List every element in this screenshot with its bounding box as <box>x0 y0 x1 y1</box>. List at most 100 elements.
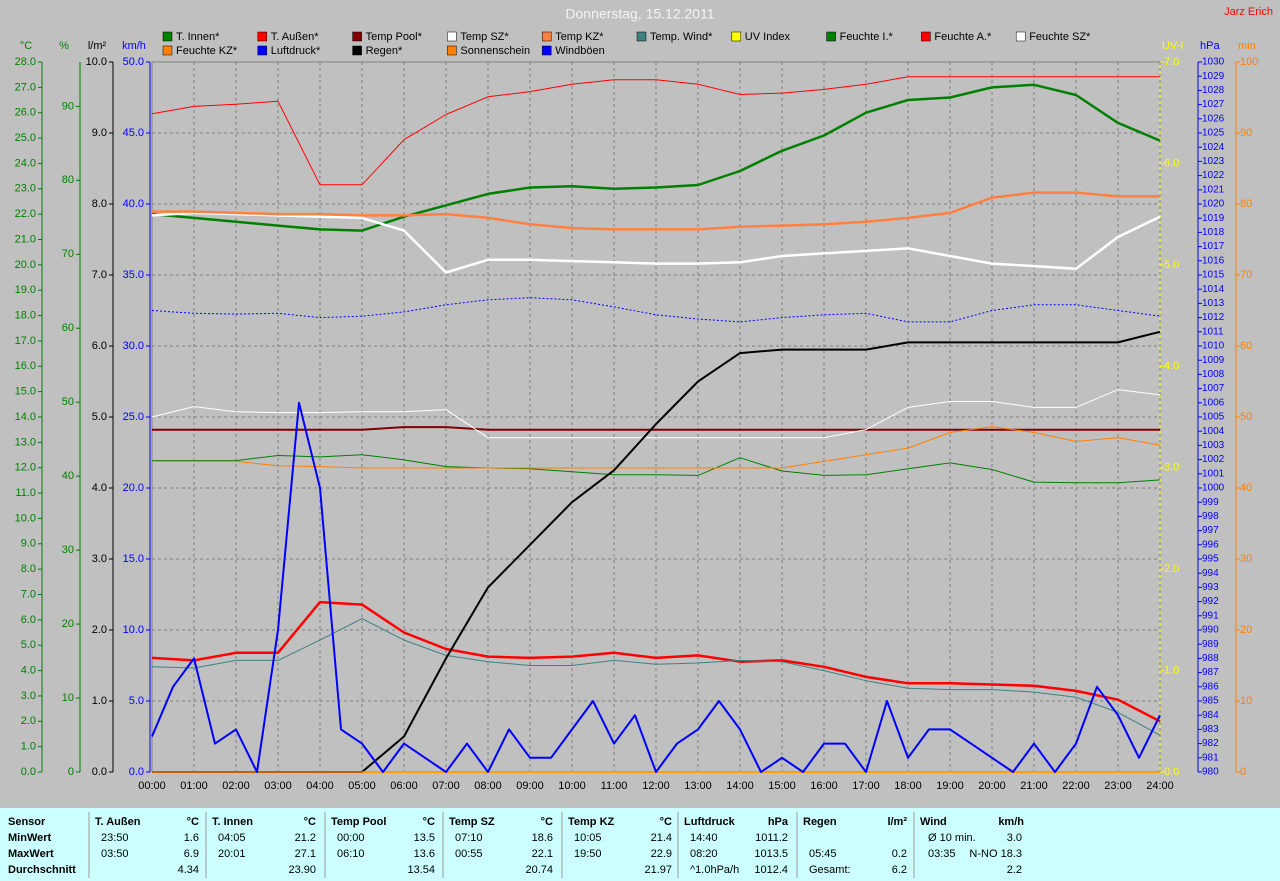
y-tick-label: 1.0 <box>1164 664 1179 676</box>
y-tick-label: 983 <box>1202 724 1219 735</box>
y-tick-label: 1028 <box>1202 85 1225 96</box>
cell-value: 23.90 <box>288 864 316 876</box>
y-tick-label: 100 <box>1240 56 1258 68</box>
legend-label: Feuchte I.* <box>840 31 894 43</box>
y-tick-label: 50 <box>1240 411 1252 423</box>
x-tick-label: 03:00 <box>264 780 292 792</box>
y-tick-label: 1020 <box>1202 199 1225 210</box>
cell-value: 1.6 <box>184 832 199 844</box>
y-tick-label: 3.0 <box>92 553 107 565</box>
y-tick-label: 10.0 <box>86 56 107 68</box>
y-tick-label: 2.0 <box>21 715 36 727</box>
y-tick-label: 90 <box>62 100 74 112</box>
y-tick-label: 60 <box>1240 340 1252 352</box>
column-unit: °C <box>541 816 553 828</box>
column-name: Luftdruck <box>684 816 736 828</box>
cell-label: 19:50 <box>574 848 602 860</box>
axis-unit: km/h <box>122 40 146 52</box>
x-tick-label: 06:00 <box>390 780 418 792</box>
y-tick-label: 0.0 <box>92 766 107 778</box>
cell-value: 4.34 <box>178 864 199 876</box>
y-tick-label: 4.0 <box>1164 360 1179 372</box>
column-name: Temp KZ <box>568 816 615 828</box>
cell-label: 04:05 <box>218 832 246 844</box>
y-tick-label: 20 <box>62 618 74 630</box>
y-tick-label: 22.0 <box>15 208 36 220</box>
y-tick-label: 0.0 <box>129 766 144 778</box>
y-tick-label: 994 <box>1202 568 1219 579</box>
column-unit: °C <box>423 816 435 828</box>
cell-value: 1011.2 <box>755 832 788 844</box>
legend-swatch <box>352 45 362 56</box>
legend-swatch <box>636 31 647 42</box>
y-tick-label: 5.0 <box>1164 259 1179 271</box>
y-tick-label: 980 <box>1202 767 1219 778</box>
cell-value: 6.9 <box>184 848 199 860</box>
x-tick-label: 16:00 <box>810 780 838 792</box>
column-name: Temp SZ <box>449 816 495 828</box>
x-tick-label: 00:00 <box>138 780 166 792</box>
y-tick-label: 50 <box>62 396 74 408</box>
cell-label: 10:05 <box>574 832 602 844</box>
cell-label: Gesamt: <box>809 864 851 876</box>
y-tick-label: 10 <box>62 692 74 704</box>
x-tick-label: 21:00 <box>1020 780 1048 792</box>
y-tick-label: 1.0 <box>21 741 36 753</box>
cell-value: 13.6 <box>414 848 435 860</box>
stats-table: Sensor MinWert MaxWert Durchschnitt T. Außen… <box>8 812 1024 878</box>
y-tick-label: 1013 <box>1202 298 1225 309</box>
y-tick-label: 984 <box>1202 710 1219 721</box>
x-tick-label: 10:00 <box>558 780 586 792</box>
y-tick-label: 5.0 <box>21 639 36 651</box>
y-tick-label: 19.0 <box>15 284 36 296</box>
cell-value: 21.97 <box>644 864 672 876</box>
column-name: Temp Pool <box>331 816 386 828</box>
x-tick-label: 11:00 <box>601 780 628 792</box>
y-tick-label: 45.0 <box>123 127 144 139</box>
series-line <box>151 76 1160 186</box>
series-line <box>151 389 1161 439</box>
legend-swatch <box>257 45 268 56</box>
cell-label: Ø 10 min. <box>928 832 976 844</box>
y-tick-label: 1005 <box>1202 412 1225 423</box>
y-tick-label: 10 <box>1240 695 1252 707</box>
y-tick-label: 18.0 <box>15 309 36 321</box>
cell-value: 0.2 <box>892 848 907 860</box>
y-tick-label: 40 <box>62 470 74 482</box>
y-tick-label: 50.0 <box>123 56 144 68</box>
y-tick-label: 6.0 <box>92 340 107 352</box>
cell-value: 1012.4 <box>754 864 788 876</box>
legend-swatch <box>1015 31 1026 42</box>
column-name: T. Innen <box>212 816 253 828</box>
y-tick-label: 1010 <box>1202 341 1225 352</box>
y-tick-label: 25.0 <box>15 132 36 144</box>
column-unit: hPa <box>768 816 789 828</box>
cell-value: 2.2 <box>1007 864 1022 876</box>
y-tick-label: 1002 <box>1202 454 1225 465</box>
y-tick-label: 1001 <box>1202 468 1225 479</box>
column-unit: km/h <box>998 816 1024 828</box>
y-tick-label: 20 <box>1240 624 1252 636</box>
y-tick-label: 999 <box>1202 497 1219 508</box>
legend-label: Feuchte SZ* <box>1029 31 1091 43</box>
y-tick-label: 1006 <box>1202 397 1225 408</box>
y-tick-label: 993 <box>1202 582 1219 593</box>
legend-label: Feuchte KZ* <box>176 45 238 57</box>
y-tick-label: 9.0 <box>21 538 36 550</box>
series-line <box>152 191 1160 231</box>
cell-value: 3.0 <box>1007 832 1022 844</box>
y-tick-label: 1030 <box>1202 57 1225 68</box>
y-tick-label: 997 <box>1202 525 1219 536</box>
column-name: Wind <box>920 816 947 828</box>
y-tick-label: 1003 <box>1202 440 1225 451</box>
legend-swatch <box>921 31 931 42</box>
x-tick-label: 13:00 <box>684 780 712 792</box>
legend-label: Sonnenschein <box>460 45 530 57</box>
cell-value: N-NO 18.3 <box>969 848 1022 860</box>
column-name: Regen <box>803 816 837 828</box>
series-line <box>151 600 1161 723</box>
column-unit: °C <box>660 816 672 828</box>
y-tick-label: 985 <box>1202 696 1219 707</box>
column-unit: l/m² <box>887 816 907 828</box>
